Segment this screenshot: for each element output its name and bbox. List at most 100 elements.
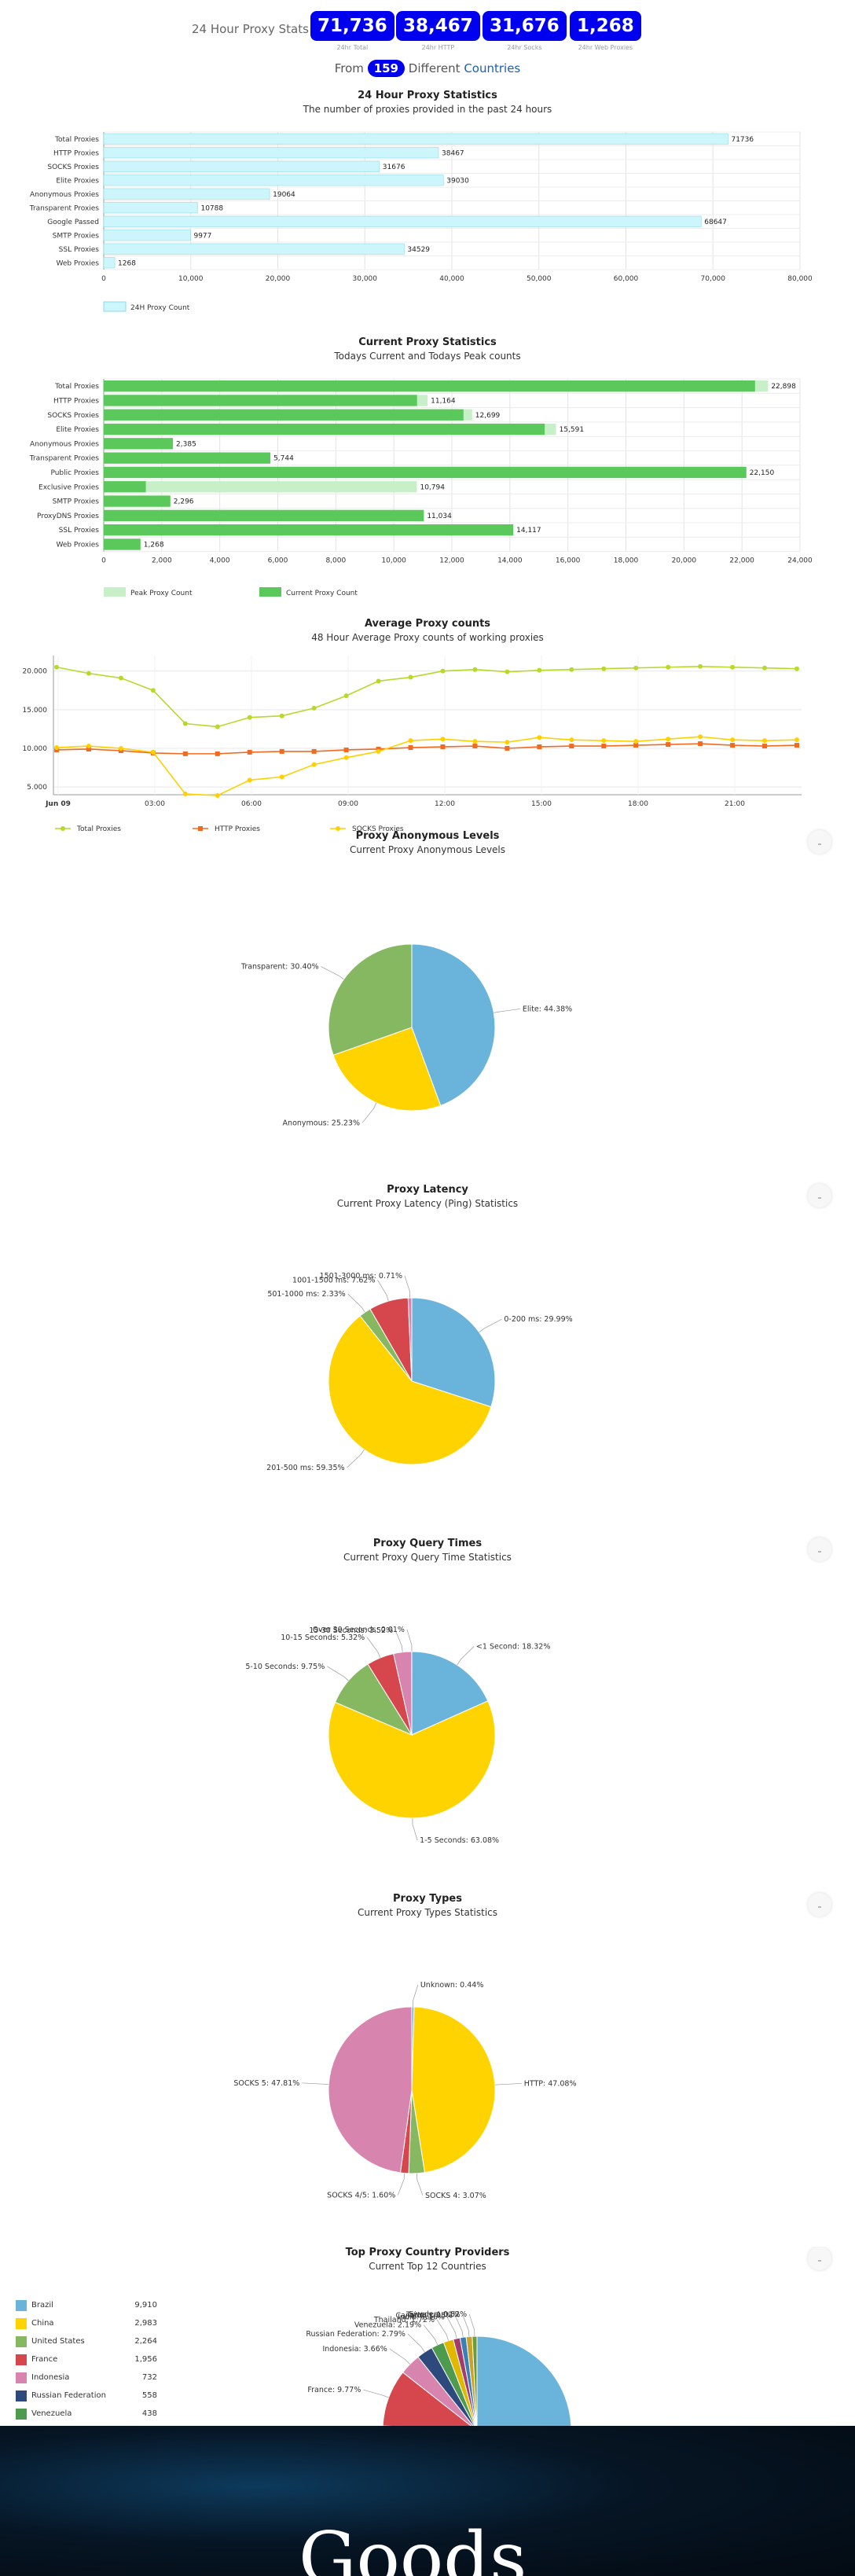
data-point	[311, 762, 317, 767]
x-tick-label: 40,000	[439, 275, 464, 283]
x-tick-label: 0	[101, 557, 106, 565]
x-tick-label: 2,000	[152, 557, 172, 565]
pie-label: Anonymous: 25.23%	[283, 1119, 360, 1127]
chart-current-subtitle: Todays Current and Todays Peak counts	[334, 351, 521, 362]
data-point	[633, 743, 639, 748]
pie-label: 10-15 Seconds: 5.32%	[281, 1633, 365, 1642]
pie-leader-line	[457, 1646, 475, 1666]
data-point	[279, 713, 284, 718]
pie-leader-line	[436, 2319, 449, 2341]
pie-label: Venezuela: 2.19%	[354, 2321, 421, 2330]
legend-row: United States 2,264	[16, 2332, 157, 2350]
data-point	[730, 737, 736, 743]
stat-web-caption: 24hr Web Proxies	[578, 44, 633, 51]
bar	[103, 257, 116, 269]
x-tick-label: Jun 09	[45, 800, 71, 808]
pie-label: 501-1000 ms: 2.33%	[267, 1290, 345, 1299]
bar	[103, 230, 191, 241]
chart-query-svg: <1 Second: 18.32% 1-5 Seconds: 63.08% 5-10…	[245, 1626, 550, 1845]
pie-slice	[472, 2335, 478, 2426]
data-point	[343, 755, 349, 760]
value-label: 9977	[193, 232, 211, 240]
pie-leader-line	[389, 2348, 410, 2365]
value-label: 1268	[118, 259, 136, 267]
chart-anonymous-svg: Elite: 44.38% Anonymous: 25.23% Transparen…	[240, 943, 572, 1127]
chart-average-section: Average Proxy counts 48 Hour Average Pro…	[0, 618, 855, 833]
data-point	[150, 749, 156, 755]
pie-label: Russian Federation: 2.79%	[306, 2330, 405, 2339]
value-label: 11,164	[431, 397, 456, 405]
pie-label: France: 9.77%	[307, 2386, 361, 2394]
data-point	[601, 744, 607, 749]
download-icon[interactable]	[808, 1893, 831, 1916]
data-point	[118, 675, 123, 681]
data-point	[247, 715, 252, 720]
stat-web-value: 1,268	[570, 11, 641, 41]
stat-http: 38,467 24hr HTTP	[396, 11, 480, 60]
pie-slice	[328, 1315, 492, 1465]
pie-slice	[411, 1651, 489, 1736]
data-point	[472, 739, 478, 744]
data-point	[311, 705, 317, 711]
category-label: Web Proxies	[56, 541, 99, 549]
pie-leader-line	[413, 1984, 419, 2008]
data-point	[698, 663, 703, 669]
category-label: Total Proxies	[54, 383, 99, 391]
chart-types-section: Proxy Types Current Proxy Types Statisti…	[0, 1893, 855, 2223]
data-point	[666, 664, 671, 670]
download-icon[interactable]	[808, 1184, 831, 1207]
data-point	[376, 748, 381, 754]
legend-swatch	[16, 2335, 27, 2347]
countries-link[interactable]: Countries	[464, 61, 521, 75]
data-point	[247, 777, 252, 783]
stats-label: 24 Hour Proxy Stats	[192, 22, 309, 36]
bar	[104, 509, 424, 521]
pie-label: SOCKS 5: 47.81%	[233, 2079, 299, 2088]
pie-leader-line	[302, 2082, 329, 2085]
x-tick-label: 12,000	[439, 557, 464, 565]
pie-label: India: 1.16%	[398, 2313, 445, 2322]
bar	[103, 133, 728, 145]
pie-leader-line	[406, 1629, 413, 1652]
data-point	[118, 746, 123, 751]
legend-row: China 2,983	[16, 2314, 157, 2332]
legend-swatch	[16, 2390, 27, 2401]
value-label: 10,794	[420, 483, 445, 491]
pie-label: SOCKS 4/5: 1.60%	[327, 2191, 395, 2199]
x-tick-label: 16,000	[556, 557, 581, 565]
footer-banner: Goods	[0, 2426, 855, 2576]
data-point	[762, 744, 768, 749]
category-label: Google Passed	[47, 219, 99, 226]
x-tick-label: 70,000	[701, 275, 726, 283]
data-point	[408, 674, 413, 680]
legend-label: Peak Proxy Count	[130, 590, 193, 597]
download-icon[interactable]	[808, 2247, 831, 2270]
data-point	[505, 669, 510, 674]
x-tick-label: 12:00	[435, 800, 455, 808]
value-label: 68647	[704, 219, 727, 226]
stats-header: 24 Hour Proxy Stats 71,736 24hr Total 38,…	[0, 11, 855, 51]
chart-average-svg: 5.000 10.000 15.000 20.000 Jun 09 03:00 06:00 0…	[23, 656, 802, 833]
category-label: Elite Proxies	[56, 426, 99, 434]
legend-name: Russian Federation	[31, 2391, 106, 2400]
bar	[104, 481, 417, 493]
download-icon[interactable]	[808, 830, 831, 854]
data-point	[537, 735, 542, 740]
x-tick-label: 15:00	[531, 800, 552, 808]
data-point	[343, 693, 349, 699]
pie-leader-line	[321, 966, 344, 980]
pie-leader-line	[494, 1009, 520, 1013]
download-icon[interactable]	[808, 1538, 831, 1561]
chart-country-title: Top Proxy Country Providers	[345, 2247, 510, 2258]
legend-label: SOCKS Proxies	[352, 825, 404, 833]
stat-total-value: 71,736	[310, 11, 394, 41]
pie-slice	[328, 1700, 496, 1819]
chart-anonymous-section: Proxy Anonymous Levels Current Proxy Ano…	[0, 830, 855, 1160]
bar	[104, 395, 417, 406]
pie-label: 0-200 ms: 29.99%	[504, 1315, 572, 1324]
bar	[104, 438, 174, 450]
stat-socks-value: 31,676	[483, 11, 567, 41]
data-point	[698, 734, 703, 740]
data-point	[311, 748, 317, 754]
pie-leader-line	[404, 1275, 410, 1299]
